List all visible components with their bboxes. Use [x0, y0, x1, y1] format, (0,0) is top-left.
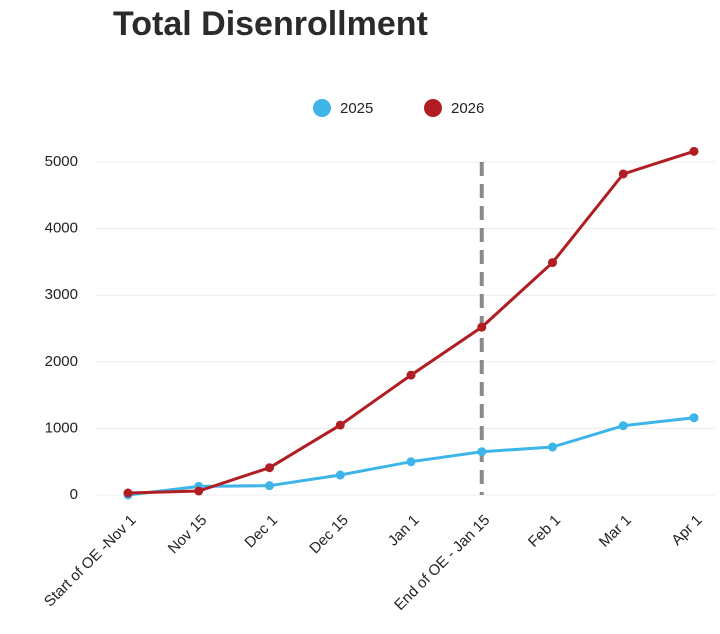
data-point: [477, 322, 487, 332]
x-tick-label: Nov 15: [165, 512, 211, 558]
data-point: [406, 457, 416, 467]
data-point: [618, 169, 628, 179]
y-tick-label: 5000: [45, 153, 78, 170]
data-point: [689, 413, 699, 423]
x-tick-label: Apr 1: [668, 512, 705, 549]
data-point: [618, 421, 628, 431]
data-point: [265, 481, 274, 491]
data-point: [123, 488, 133, 498]
data-point: [548, 258, 557, 268]
data-point: [265, 463, 274, 473]
x-tick-label: Start of OE -Nov 1: [41, 512, 140, 611]
x-tick-label: Dec 15: [306, 512, 352, 558]
x-tick-label: Mar 1: [596, 512, 635, 551]
x-tick-label: Feb 1: [525, 512, 564, 551]
legend-label: 2025: [340, 100, 373, 117]
x-tick-label: Jan 1: [385, 512, 423, 550]
legend-swatch: [424, 99, 442, 117]
data-point: [335, 470, 345, 480]
data-point: [548, 442, 557, 452]
y-tick-label: 3000: [45, 286, 78, 303]
y-tick-label: 1000: [45, 419, 78, 436]
legend-swatch: [313, 99, 331, 117]
data-point: [335, 420, 345, 430]
legend-label: 2026: [451, 100, 484, 117]
data-point: [689, 146, 699, 156]
x-tick-label: Dec 1: [241, 512, 281, 552]
data-point: [194, 486, 204, 496]
data-point: [477, 447, 487, 457]
y-tick-label: 4000: [45, 220, 78, 237]
y-tick-label: 2000: [45, 353, 78, 370]
series-line: [127, 149, 695, 495]
series-line: [127, 416, 695, 497]
chart-title: Total Disenrollment: [113, 5, 428, 43]
data-point: [406, 370, 416, 380]
y-tick-label: 0: [70, 486, 78, 503]
